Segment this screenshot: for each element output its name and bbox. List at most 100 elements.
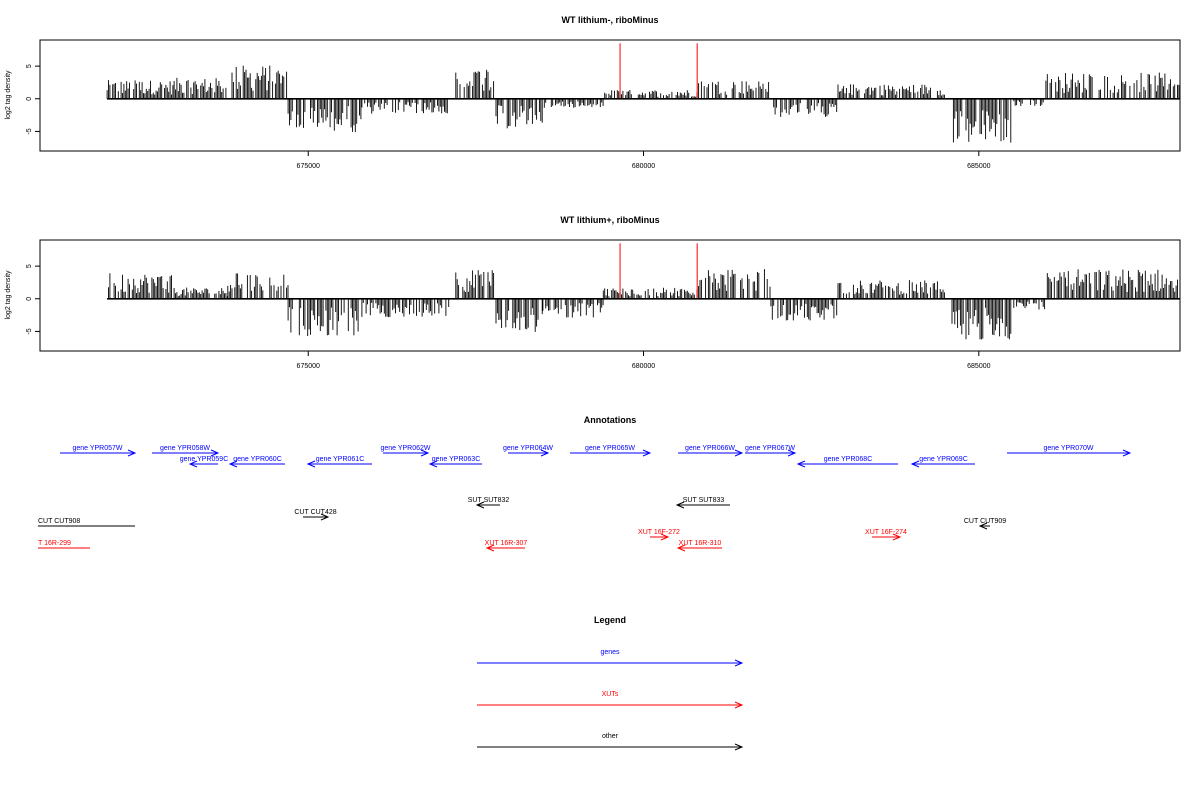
x-tick-label: 680000	[632, 363, 655, 370]
plot-frame	[39, 39, 1181, 152]
feature-label: gene YPR063C	[432, 456, 481, 463]
y-axis-label: log2 tag density	[5, 70, 12, 120]
y-tick-label: 5	[26, 264, 33, 268]
feature-label: gene YPR069C	[919, 456, 968, 463]
feature-xut: XUT 16R-310	[676, 540, 722, 552]
track-title: WT lithium+, riboMinus	[560, 215, 659, 225]
legend-label: XUTs	[602, 691, 619, 698]
legend-item: genes	[477, 649, 744, 667]
arrow-head	[228, 460, 238, 468]
feature-label: CUT CUT908	[38, 518, 80, 525]
feature-label: gene YPR070W	[1043, 445, 1093, 452]
y-tick-label: 0	[26, 297, 33, 301]
feature-other: CUT CUT909	[964, 518, 1006, 530]
feature-xut: XUT 16F-272	[638, 529, 680, 541]
annotations-title: Annotations	[584, 415, 637, 425]
x-tick-label: 675000	[297, 163, 320, 170]
arrow-head	[540, 449, 550, 457]
x-tick-label: 675000	[297, 363, 320, 370]
track-title: WT lithium-, riboMinus	[562, 15, 659, 25]
annotations-panel: Annotations gene YPR057W gene YPR058Wgene…	[38, 415, 1132, 552]
feature-xut: T 16R-299	[38, 540, 90, 549]
feature-gene: gene YPR069C	[910, 456, 975, 468]
feature-gene: gene YPR060C	[228, 456, 285, 468]
feature-label: CUT CUT909	[964, 518, 1006, 525]
feature-gene: gene YPR066W	[678, 445, 744, 457]
feature-label: XUT 16F-274	[865, 529, 907, 536]
arrow-head	[734, 449, 744, 457]
feature-other: SUT SUT833	[675, 497, 730, 509]
feature-gene: gene YPR067W	[745, 445, 797, 457]
feature-label: gene YPR068C	[824, 456, 873, 463]
feature-gene: gene YPR061C	[306, 456, 372, 468]
track-panel-lithium-plus: WT lithium+, riboMinus log2 tag density …	[5, 215, 1181, 370]
y-tick-label: 5	[26, 64, 33, 68]
arrow-head	[1122, 449, 1132, 457]
arrow-head	[910, 460, 920, 468]
feature-label: gene YPR061C	[316, 456, 365, 463]
feature-gene: gene YPR058W	[152, 445, 220, 457]
arrow-head	[796, 460, 806, 468]
feature-label: T 16R-299	[38, 540, 71, 547]
feature-label: SUT SUT832	[468, 497, 510, 504]
arrow-head	[210, 449, 220, 457]
feature-label: gene YPR062W	[380, 445, 430, 452]
legend-label: other	[602, 733, 619, 740]
feature-label: gene YPR067W	[745, 445, 795, 452]
arrow-head	[734, 701, 744, 709]
y-tick-label: 0	[26, 97, 33, 101]
arrow-head	[475, 501, 485, 509]
legend-label: genes	[600, 649, 620, 656]
x-tick-label: 685000	[967, 163, 990, 170]
legend-panel: Legend genes XUTs other	[477, 615, 744, 751]
density-bars	[106, 65, 1180, 143]
legend-item: other	[477, 733, 744, 751]
feature-label: gene YPR057W	[72, 445, 122, 452]
feature-label: gene YPR059C	[180, 456, 229, 463]
feature-gene: gene YPR064W	[503, 445, 553, 457]
arrow-head	[892, 533, 902, 541]
arrow-head	[734, 659, 744, 667]
x-axis: 675000 680000 685000	[297, 351, 991, 370]
arrow-head	[787, 449, 797, 457]
arrow-head	[978, 522, 988, 530]
density-bars	[108, 269, 1178, 340]
arrow-head	[734, 743, 744, 751]
feature-label: XUT 16F-272	[638, 529, 680, 536]
legend-items: genes XUTs other	[477, 649, 744, 751]
feature-label: SUT SUT833	[683, 497, 725, 504]
highlight-bars	[619, 243, 698, 299]
feature-label: gene YPR066W	[685, 445, 735, 452]
arrow-head	[675, 501, 685, 509]
arrow-head	[127, 449, 137, 457]
feature-label: gene YPR064W	[503, 445, 553, 452]
plot-frame	[39, 239, 1181, 352]
feature-gene: gene YPR065W	[570, 445, 652, 457]
arrow-head	[306, 460, 316, 468]
feature-label: CUT CUT428	[294, 509, 336, 516]
feature-gene: gene YPR063C	[428, 456, 482, 468]
y-tick-label: -5	[26, 128, 33, 134]
feature-label: XUT 16R-310	[679, 540, 722, 547]
feature-label: gene YPR058W	[160, 445, 210, 452]
feature-gene: gene YPR068C	[796, 456, 898, 468]
feature-label: gene YPR060C	[233, 456, 282, 463]
arrow-head	[428, 460, 438, 468]
feature-label: gene YPR065W	[585, 445, 635, 452]
arrow-head	[485, 544, 495, 552]
feature-gene: gene YPR070W	[1007, 445, 1132, 457]
feature-xut: XUT 16F-274	[865, 529, 907, 541]
feature-list: gene YPR057W gene YPR058W gene YPR059C gene…	[38, 445, 1132, 552]
y-axis: -5 0 5	[26, 264, 40, 335]
x-axis: 675000 680000 685000	[297, 151, 991, 170]
arrow-head	[188, 460, 198, 468]
arrow-head	[642, 449, 652, 457]
arrow-head	[420, 449, 430, 457]
feature-other: CUT CUT428	[294, 509, 337, 521]
highlight-bars	[619, 43, 698, 99]
arrow-head	[660, 533, 670, 541]
feature-xut: XUT 16R-307	[485, 540, 528, 552]
feature-label: XUT 16R-307	[485, 540, 528, 547]
y-axis-label: log2 tag density	[5, 270, 12, 320]
